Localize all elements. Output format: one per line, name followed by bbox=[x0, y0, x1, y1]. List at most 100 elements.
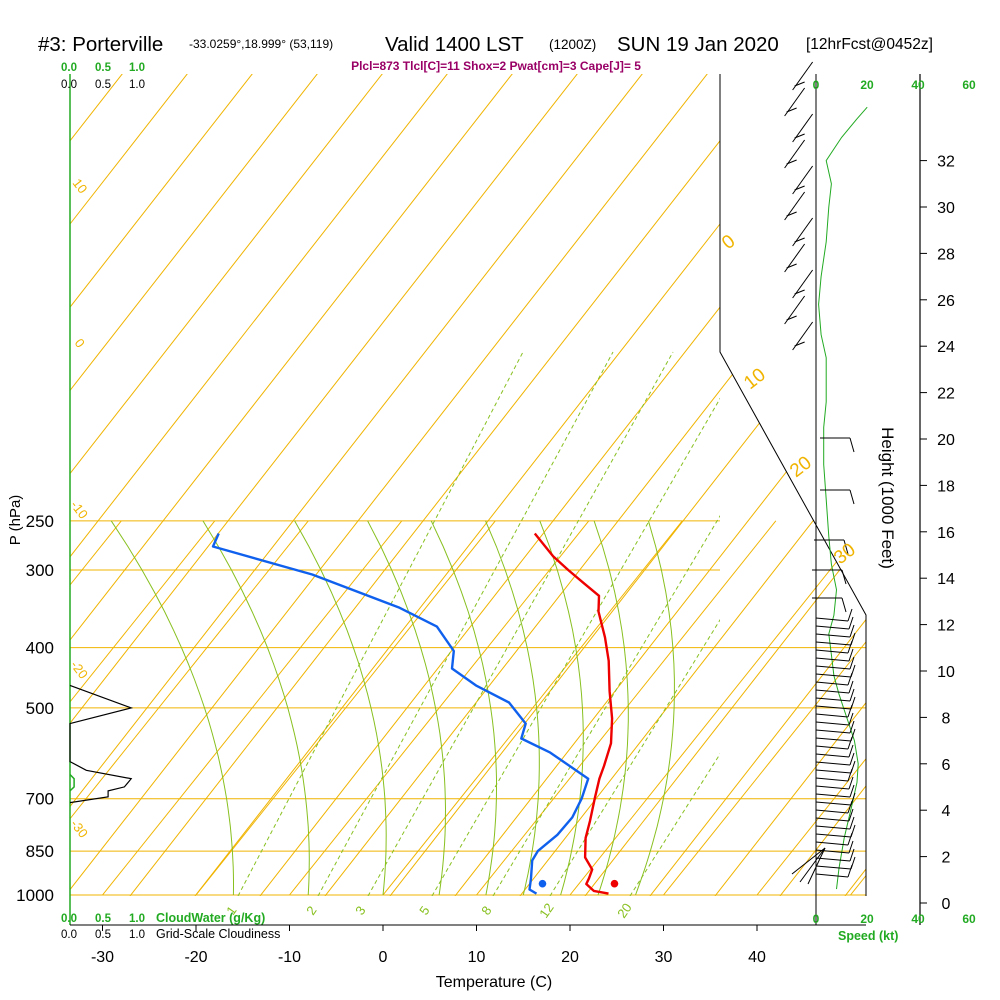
title-valid-utc: (1200Z) bbox=[549, 37, 596, 52]
pressure-tick-700: 700 bbox=[26, 790, 54, 809]
wind-barb-flag bbox=[849, 752, 855, 766]
dry-adiabat-line bbox=[70, 74, 866, 896]
bottom-cloudiness-tick-0: 0.0 bbox=[61, 929, 77, 941]
wind-barb-flag bbox=[786, 107, 797, 113]
bottom-cloudiness-tick-2: 1.0 bbox=[129, 929, 145, 941]
wind-barb bbox=[815, 865, 852, 870]
moist-adiabat-line bbox=[110, 520, 234, 896]
wind-barb-flag bbox=[849, 848, 855, 862]
temperature-tick--30: -30 bbox=[91, 949, 114, 966]
isotherm-label-minus20: -20 bbox=[68, 658, 91, 682]
background-lines bbox=[0, 0, 1000, 931]
bottom-cloudwater-tick-0: 0.0 bbox=[61, 913, 77, 925]
wind-barb bbox=[815, 737, 852, 742]
wind-barb bbox=[815, 705, 852, 710]
dry-adiabat-line bbox=[70, 74, 866, 896]
dry-adiabat-line bbox=[454, 74, 866, 896]
mixing-label-8: 8 bbox=[478, 903, 494, 918]
wind-barb bbox=[815, 841, 849, 846]
wind-barb bbox=[815, 753, 850, 758]
wind-barb bbox=[815, 801, 852, 806]
bottom-cloudiness-tick-1: 0.5 bbox=[95, 929, 111, 941]
isotherm-line bbox=[476, 520, 777, 896]
height-tick-28: 28 bbox=[937, 246, 955, 263]
moist-adiabat-line bbox=[202, 520, 310, 896]
top-cloudiness-tick-0: 0.0 bbox=[61, 79, 77, 91]
moist-adiabat-line bbox=[485, 520, 540, 896]
outer-isotherm-label-20: 20 bbox=[786, 452, 816, 482]
temperature-tick-10: 10 bbox=[468, 949, 486, 966]
height-tick-16: 16 bbox=[937, 525, 955, 542]
isotherm-line bbox=[569, 520, 866, 896]
speed-axis-label: Speed (kt) bbox=[838, 929, 898, 943]
isotherm-line bbox=[70, 520, 309, 896]
wind-speed-line bbox=[818, 106, 868, 890]
title-valid: Valid 1400 LST bbox=[385, 33, 524, 56]
wind-barb bbox=[791, 847, 826, 875]
mixing-label-5: 5 bbox=[416, 903, 432, 918]
isotherm-line bbox=[663, 520, 866, 896]
pressure-tick-1000: 1000 bbox=[16, 886, 54, 905]
moist-adiabat-line bbox=[367, 520, 447, 896]
isotherm-line bbox=[0, 521, 28, 895]
y-axis-title: P (hPa) bbox=[7, 495, 24, 546]
mixing-ratio-line bbox=[492, 515, 720, 896]
height-tick-32: 32 bbox=[937, 154, 955, 171]
temperature-tick--10: -10 bbox=[278, 949, 301, 966]
wind-barb-flag bbox=[848, 712, 854, 726]
wind-barb-flag bbox=[786, 211, 797, 217]
cloudwater-label: CloudWater (g/Kg) bbox=[156, 911, 265, 925]
top-cloudwater-tick-2: 1.0 bbox=[129, 62, 145, 74]
isotherm-line bbox=[70, 520, 122, 896]
wind-barb bbox=[815, 785, 850, 790]
wind-barb-flag bbox=[848, 840, 854, 854]
title-station: #3: Porterville bbox=[38, 33, 163, 56]
dry-adiabat-line bbox=[519, 74, 866, 896]
wind-barb bbox=[815, 825, 851, 830]
height-tick-30: 30 bbox=[937, 200, 955, 217]
height-tick-0: 0 bbox=[942, 896, 951, 913]
wind-barb-flag bbox=[849, 656, 855, 670]
wind-barb bbox=[807, 847, 826, 885]
dry-adiabat-line bbox=[70, 74, 681, 896]
isotherm-line bbox=[756, 520, 866, 896]
x-axis-title: Temperature (C) bbox=[436, 974, 552, 991]
wind-barb-flag bbox=[847, 768, 853, 782]
dry-adiabat-line bbox=[70, 74, 356, 896]
moist-adiabat-line bbox=[539, 520, 584, 896]
dewpoint-line bbox=[211, 533, 590, 895]
mixing-ratio-line bbox=[549, 618, 720, 896]
dry-adiabat-line bbox=[910, 0, 1000, 896]
moist-adiabat-line bbox=[593, 520, 629, 896]
wind-barb-flag bbox=[847, 640, 853, 654]
isotherm-label-minus30: -30 bbox=[68, 817, 91, 841]
temperature-tick-0: 0 bbox=[379, 949, 388, 966]
wind-barb-flag bbox=[841, 569, 847, 585]
wind-barb bbox=[815, 681, 849, 686]
pressure-tick-850: 850 bbox=[26, 842, 54, 861]
wind-barb bbox=[815, 769, 852, 774]
dry-adiabat-line bbox=[70, 74, 866, 896]
wind-barb-flag bbox=[849, 624, 855, 638]
wind-barb-flag bbox=[847, 832, 853, 846]
dry-adiabat-line bbox=[70, 74, 866, 896]
surface-dewpoint-marker bbox=[538, 879, 547, 888]
cloudiness-profile-line bbox=[69, 684, 134, 804]
temperature-tick-40: 40 bbox=[748, 949, 766, 966]
wind-barb-flag bbox=[794, 133, 805, 139]
cloudiness-label: Grid-Scale Cloudiness bbox=[156, 927, 280, 941]
speed-bottom-tick-20: 20 bbox=[860, 912, 874, 926]
wind-barb bbox=[815, 641, 852, 646]
wind-barb-flag bbox=[849, 437, 855, 453]
wind-barb bbox=[815, 833, 852, 838]
wind-barb bbox=[815, 697, 851, 702]
chart-text: #3: Porterville -33.0259°,18.999° (53,11… bbox=[7, 33, 976, 991]
wind-barb-flag bbox=[848, 616, 854, 630]
dry-adiabat-line bbox=[324, 74, 866, 896]
sounding-parameters: Plcl=873 Tlcl[C]=11 Shox=2 Pwat[cm]=3 Ca… bbox=[351, 59, 641, 73]
pressure-tick-250: 250 bbox=[26, 512, 54, 531]
dry-adiabat-line bbox=[70, 74, 291, 896]
height-tick-20: 20 bbox=[937, 432, 955, 449]
wind-barb-flag bbox=[794, 81, 805, 87]
wind-barb bbox=[815, 777, 849, 782]
